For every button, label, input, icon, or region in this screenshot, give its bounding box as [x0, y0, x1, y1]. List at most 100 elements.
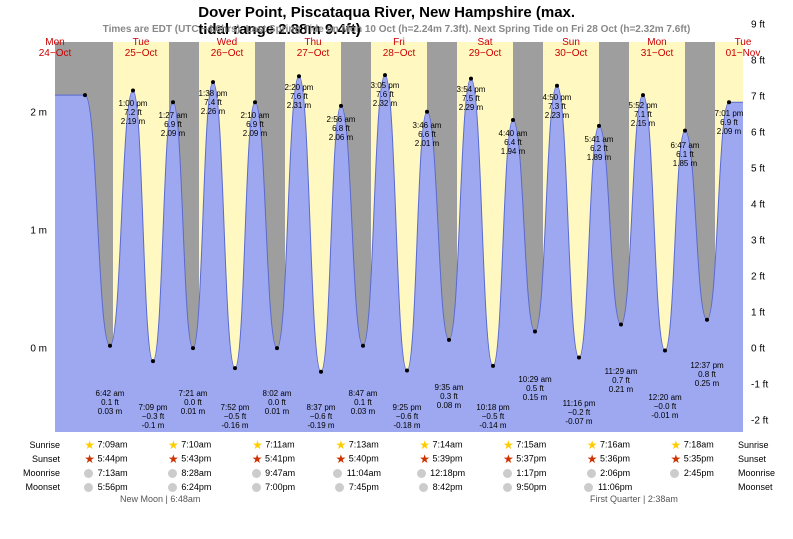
sun-row: Sunset★ 5:44pm★ 5:43pm★ 5:41pm★ 5:40pm★ …	[0, 452, 793, 466]
sun-moon-table: Sunrise★ 7:09am★ 7:10am★ 7:11am★ 7:13am★…	[0, 438, 793, 508]
tide-extreme-label: 3:05 pm7.6 ft2.32 m	[371, 82, 400, 108]
sunrise-icon: ★	[335, 438, 346, 452]
sunset-icon: ★	[252, 452, 263, 466]
tide-extreme-label: 3:46 am6.6 ft2.01 m	[413, 122, 442, 148]
moon-icon	[84, 483, 93, 492]
sun-cell: ★ 7:14am	[399, 438, 483, 452]
sunrise-icon: ★	[670, 438, 681, 452]
sunset-icon: ★	[503, 452, 514, 466]
sun-row-label: Sunrise	[0, 440, 64, 450]
sunrise-icon: ★	[503, 438, 514, 452]
sun-cell: ★ 7:10am	[148, 438, 232, 452]
tide-extreme-label: 1:27 am6.9 ft2.09 m	[159, 112, 188, 138]
sun-cell: ★ 5:37pm	[483, 452, 567, 466]
tide-extreme-label: 12:37 pm0.8 ft0.25 m	[690, 362, 723, 388]
moon-icon	[168, 469, 177, 478]
tide-extreme-label: 5:41 am6.2 ft1.89 m	[585, 136, 614, 162]
sun-cell: ★ 5:35pm	[650, 452, 734, 466]
tide-extreme-label: 8:37 pm−0.6 ft-0.19 m	[307, 404, 336, 430]
tide-extreme-label: 6:42 am0.1 ft0.03 m	[96, 390, 125, 416]
sun-row-label-right: Moonrise	[734, 468, 793, 478]
sun-cell: 2:45pm	[650, 468, 734, 478]
sun-cell: 7:13am	[64, 468, 148, 478]
tide-extreme-label: 6:47 am6.1 ft1.85 m	[671, 142, 700, 168]
sun-cell: ★ 7:11am	[232, 438, 316, 452]
tide-extreme-label: 1:00 pm7.2 ft2.19 m	[119, 100, 148, 126]
day-label: Sun30−Oct	[541, 37, 601, 59]
chart-subtitle: Times are EDT (UTC −4.0hrs). Last Spring…	[103, 24, 691, 35]
sun-cell: 7:45pm	[315, 482, 399, 492]
y-tick-right: 8 ft	[751, 56, 765, 67]
tide-extreme-label: 2:20 pm7.6 ft2.31 m	[285, 84, 314, 110]
moon-icon	[333, 469, 342, 478]
moon-icon	[84, 469, 93, 478]
tide-extreme-label: 1:38 pm7.4 ft2.26 m	[199, 90, 228, 116]
sun-cell: 12:18pm	[399, 468, 483, 478]
tide-extreme-label: 3:54 pm7.5 ft2.29 m	[457, 86, 486, 112]
moon-icon	[670, 469, 679, 478]
sun-cell: 8:28am	[148, 468, 232, 478]
tide-extreme-label: 4:50 pm7.3 ft2.23 m	[543, 94, 572, 120]
day-label: Sat29−Oct	[455, 37, 515, 59]
sun-cell: 6:24pm	[148, 482, 232, 492]
sun-cell: 9:47am	[232, 468, 316, 478]
moon-phase-label: First Quarter | 2:38am	[590, 494, 678, 504]
sunset-icon: ★	[587, 452, 598, 466]
plot-area: 6:42 am0.1 ft0.03 m 1:00 pm7.2 ft2.19 m 7:…	[55, 42, 743, 432]
y-tick-right: 4 ft	[751, 200, 765, 211]
moon-icon	[252, 469, 261, 478]
moon-icon	[417, 469, 426, 478]
y-tick-right: 9 ft	[751, 20, 765, 31]
y-tick-left: 1 m	[30, 226, 47, 237]
moon-phase-label: New Moon | 6:48am	[120, 494, 200, 504]
tide-extreme-label: 12:20 am−0.0 ft-0.01 m	[648, 394, 681, 420]
sunset-icon: ★	[84, 452, 95, 466]
tide-extreme-label: 2:56 am6.8 ft2.06 m	[327, 116, 356, 142]
sunset-icon: ★	[335, 452, 346, 466]
sun-cell: ★ 5:39pm	[399, 452, 483, 466]
tide-chart-container: Dover Point, Piscataqua River, New Hamps…	[0, 0, 793, 539]
sun-row-label: Moonset	[0, 482, 64, 492]
sunset-icon: ★	[168, 452, 179, 466]
sun-cell: 9:50pm	[483, 482, 567, 492]
y-tick-right: 0 ft	[751, 344, 765, 355]
y-tick-right: 7 ft	[751, 92, 765, 103]
tide-extreme-label: 9:35 am0.3 ft0.08 m	[435, 384, 464, 410]
tide-extreme-label: 11:29 am0.7 ft0.21 m	[605, 368, 638, 394]
moon-icon	[252, 483, 261, 492]
sun-row: Moonset 5:56pm 6:24pm 7:00pm 7:45pm 8:42…	[0, 480, 793, 494]
moon-icon	[503, 469, 512, 478]
sun-cell: ★ 7:13am	[315, 438, 399, 452]
sun-row: Sunrise★ 7:09am★ 7:10am★ 7:11am★ 7:13am★…	[0, 438, 793, 452]
tide-extreme-label: 4:40 am6.4 ft1.94 m	[499, 130, 528, 156]
sun-row-label: Sunset	[0, 454, 64, 464]
sun-cell: ★ 7:16am	[567, 438, 651, 452]
day-label: Wed26−Oct	[197, 37, 257, 59]
sun-row-label: Moonrise	[0, 468, 64, 478]
sun-cell: 5:56pm	[64, 482, 148, 492]
sun-cell: ★ 7:09am	[64, 438, 148, 452]
tide-extreme-label: 10:18 pm−0.5 ft-0.14 m	[476, 404, 509, 430]
sun-cell: 8:42pm	[399, 482, 483, 492]
sunrise-icon: ★	[168, 438, 179, 452]
tide-extreme-label: 2:10 am6.9 ft2.09 m	[241, 112, 270, 138]
y-tick-left: 0 m	[30, 344, 47, 355]
tide-extreme-label: 7:52 pm−0.5 ft-0.16 m	[221, 404, 250, 430]
sun-cell: ★ 5:36pm	[567, 452, 651, 466]
sun-cell: ★ 7:15am	[483, 438, 567, 452]
y-tick-right: -1 ft	[751, 380, 768, 391]
y-tick-right: 3 ft	[751, 236, 765, 247]
y-tick-right: 1 ft	[751, 308, 765, 319]
sun-cell: 11:04am	[315, 468, 399, 478]
tide-extreme-label: 8:02 am0.0 ft0.01 m	[263, 390, 292, 416]
sun-row-label-right: Moonset	[734, 482, 793, 492]
moon-icon	[419, 483, 428, 492]
sunrise-icon: ★	[419, 438, 430, 452]
tide-extreme-label: 7:09 pm−0.3 ft-0.1 m	[139, 404, 168, 430]
tide-extreme-label: 11:16 pm−0.2 ft-0.07 m	[563, 400, 596, 426]
y-tick-right: 5 ft	[751, 164, 765, 175]
moon-icon	[584, 483, 593, 492]
tide-extreme-label: 7:01 pm6.9 ft2.09 m	[715, 110, 743, 136]
tide-extreme-label: 7:21 am0.0 ft0.01 m	[179, 390, 208, 416]
tide-extreme-label: 10:29 am0.5 ft0.15 m	[518, 376, 551, 402]
